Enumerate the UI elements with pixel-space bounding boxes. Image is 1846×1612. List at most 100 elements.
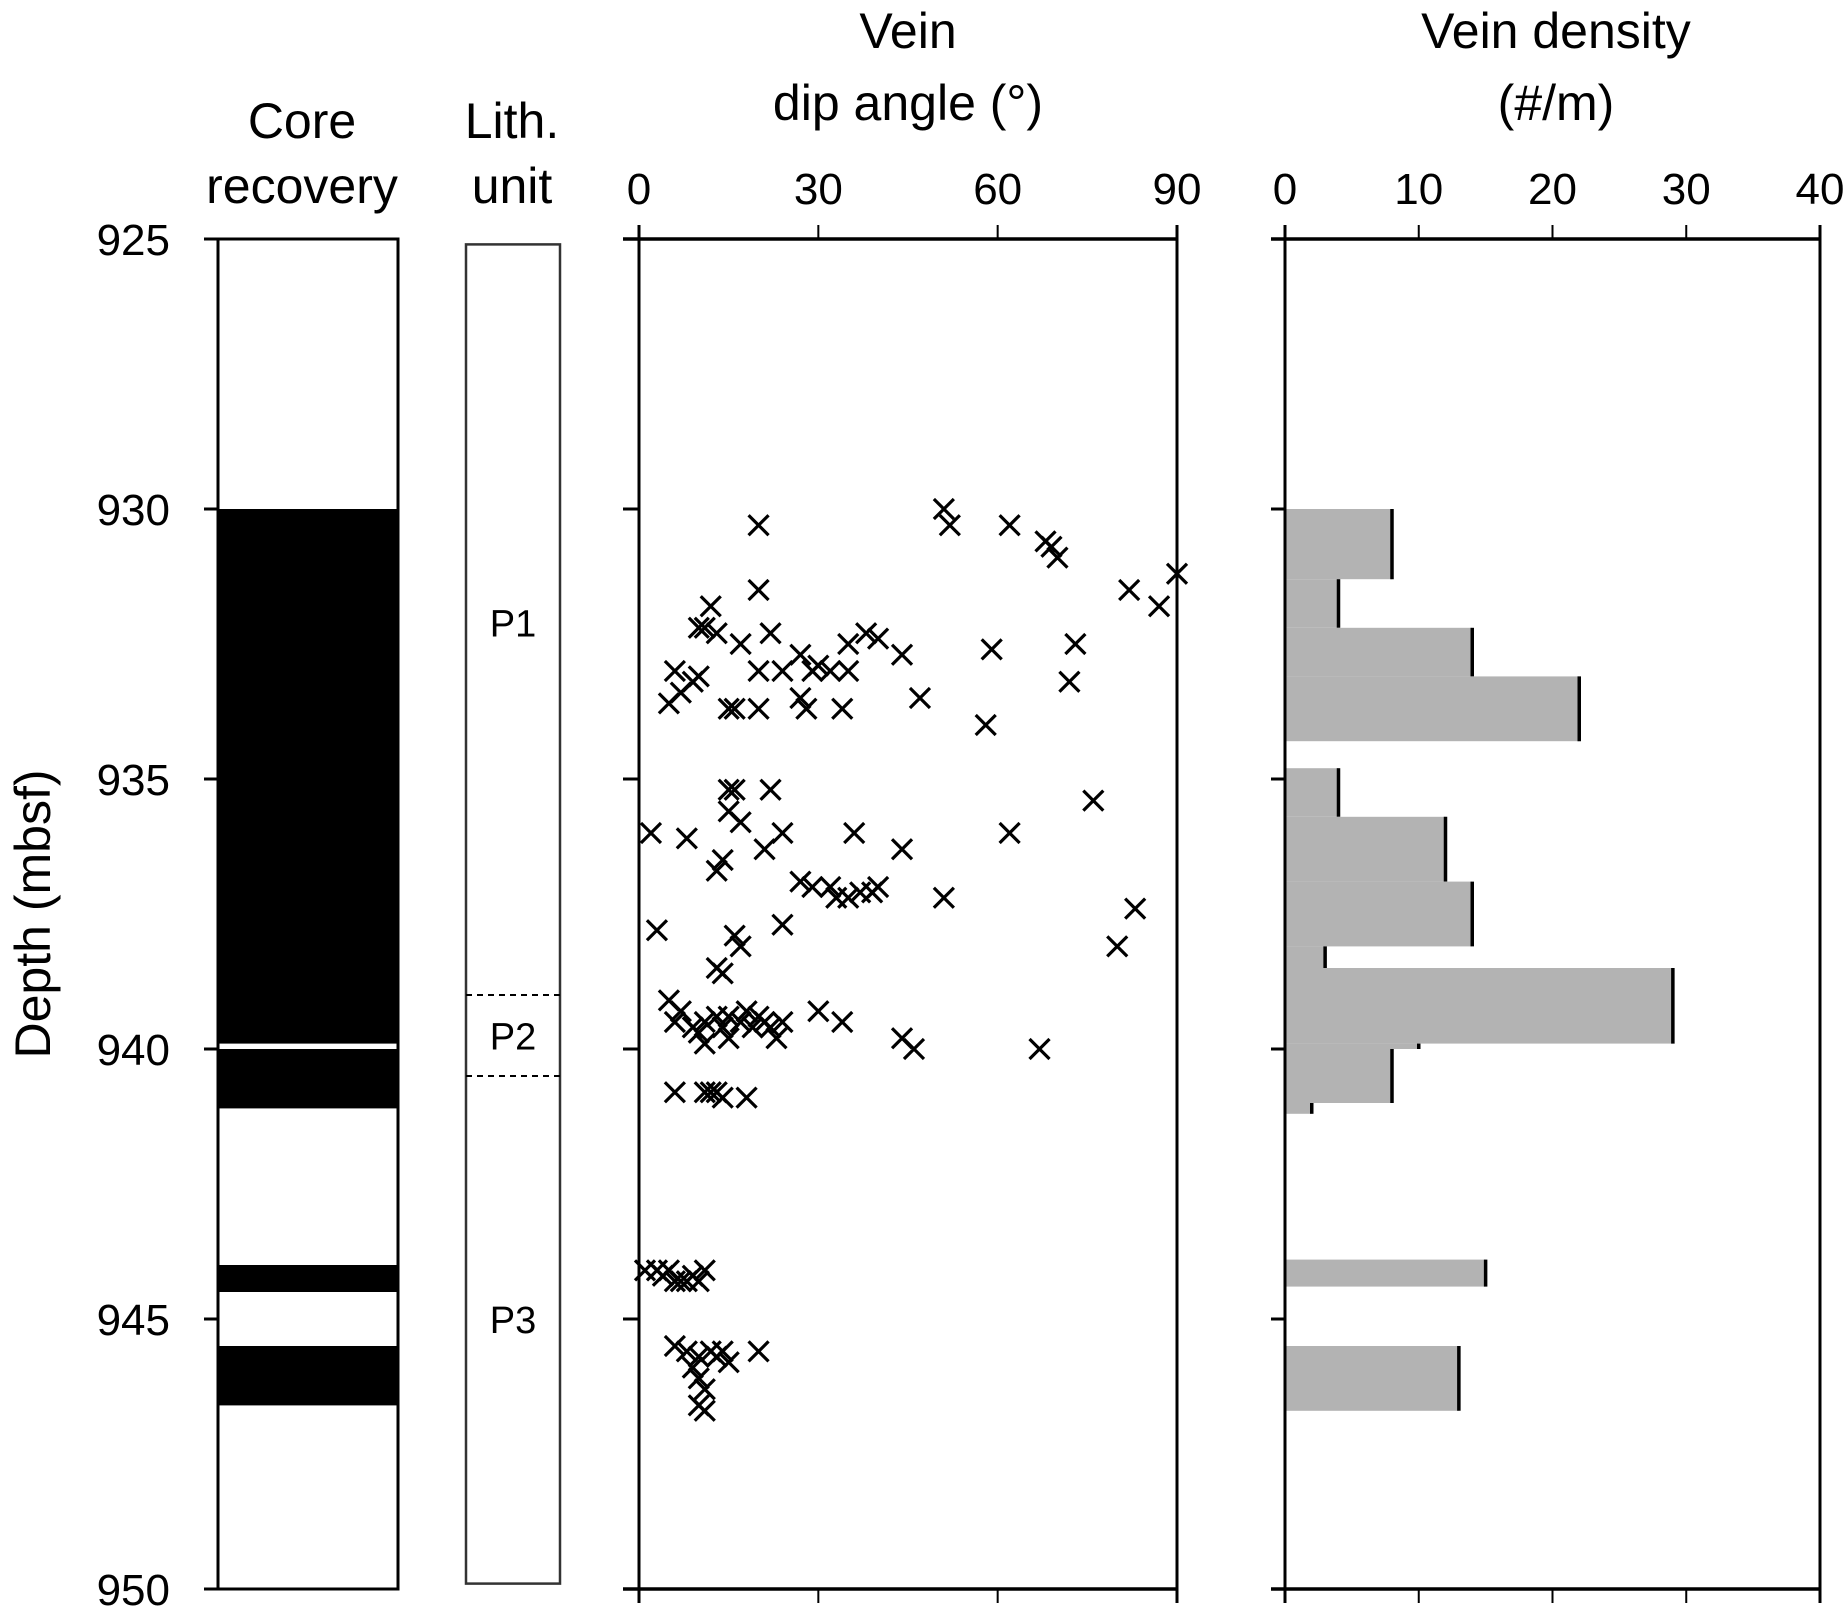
dip-point-marker xyxy=(789,870,812,893)
dip-point-marker xyxy=(711,1340,734,1363)
dip-point-marker xyxy=(1165,562,1189,585)
dip-point-marker xyxy=(843,821,866,845)
dip-point-marker xyxy=(759,778,782,801)
dip-point-marker xyxy=(765,1027,788,1050)
dip-point-marker xyxy=(747,697,770,720)
dip-point-marker xyxy=(699,595,722,618)
dip-point-marker xyxy=(831,1010,854,1034)
depth-tick-label: 940 xyxy=(97,1026,170,1075)
depth-tick-label: 935 xyxy=(97,756,170,805)
core-recovery-title-line2: recovery xyxy=(206,158,398,214)
dip-x-tick-label: 90 xyxy=(1153,165,1202,214)
dip-point-marker xyxy=(717,1351,740,1374)
dip-point-marker xyxy=(663,1010,686,1034)
dip-title-line1: Vein xyxy=(859,3,956,59)
dip-point-marker xyxy=(932,497,955,521)
dip-point-marker xyxy=(723,924,746,947)
dip-point-marker xyxy=(1046,546,1069,569)
dip-point-marker xyxy=(717,1027,740,1050)
dip-title-line2: dip angle (°) xyxy=(773,75,1043,131)
density-bar xyxy=(1285,509,1392,580)
dip-point-marker xyxy=(717,778,740,801)
dip-point-marker xyxy=(837,632,860,656)
lith-unit-frame xyxy=(464,243,562,1585)
dip-point-marker xyxy=(693,1010,716,1034)
dip-point-marker xyxy=(729,632,752,656)
dip-point-marker xyxy=(866,875,890,899)
dip-point-marker xyxy=(693,1259,716,1282)
dip-point-marker xyxy=(711,1016,734,1039)
dip-point-marker xyxy=(711,848,734,872)
dip-point-marker xyxy=(866,627,890,650)
density-x-tick-label: 20 xyxy=(1528,165,1577,214)
dip-point-marker xyxy=(837,659,860,683)
dip-point-marker xyxy=(717,697,740,720)
dip-point-marker xyxy=(729,1010,752,1034)
dip-point-marker xyxy=(675,1340,698,1363)
dip-point-marker xyxy=(1058,670,1081,693)
dip-point-marker xyxy=(789,643,812,666)
recovered-interval xyxy=(218,509,398,1044)
dip-point-marker xyxy=(729,935,752,958)
dip-point-marker xyxy=(747,659,770,683)
dip-point-marker xyxy=(735,1086,758,1109)
dip-point-marker xyxy=(687,1345,710,1368)
dip-point-marker xyxy=(890,838,914,861)
dip-point-marker xyxy=(980,638,1003,661)
unit-label-p3: P3 xyxy=(490,1300,536,1342)
dip-point-marker xyxy=(771,659,794,683)
dip-point-marker xyxy=(663,1334,686,1358)
dip-point-marker xyxy=(729,811,752,834)
dip-point-marker xyxy=(669,1000,692,1023)
dip-point-marker xyxy=(747,578,770,602)
dip-point-marker xyxy=(1082,789,1105,812)
dip-point-marker xyxy=(723,778,746,801)
unit-label-p2: P2 xyxy=(490,1017,536,1059)
dip-point-marker xyxy=(639,821,663,845)
recovered-interval xyxy=(218,1049,398,1109)
dip-point-marker xyxy=(908,686,932,710)
dip-point-marker xyxy=(735,1000,758,1023)
dip-point-marker xyxy=(1124,897,1147,920)
lith-unit-title-line1: Lith. xyxy=(465,93,560,149)
dip-point-marker xyxy=(819,875,842,899)
density-bar xyxy=(1285,579,1339,628)
dip-point-marker xyxy=(747,514,770,537)
dip-point-marker xyxy=(705,859,728,882)
dip-point-marker xyxy=(711,962,734,985)
dip-point-marker xyxy=(837,886,860,909)
dip-point-marker xyxy=(1040,535,1063,558)
dip-point-marker xyxy=(645,919,669,942)
density-bar xyxy=(1285,881,1473,947)
dip-point-marker xyxy=(855,622,878,645)
dip-point-marker xyxy=(1028,1037,1051,1061)
dip-x-tick-label: 30 xyxy=(794,165,843,214)
dip-point-marker xyxy=(1064,632,1087,656)
dip-point-marker xyxy=(657,692,681,715)
dip-point-marker xyxy=(669,1270,692,1293)
dip-point-marker xyxy=(998,821,1021,845)
dip-point-marker xyxy=(693,1032,716,1055)
dip-point-marker xyxy=(675,827,698,850)
dip-point-marker xyxy=(693,1378,716,1401)
dip-point-marker xyxy=(693,616,716,639)
dip-point-marker xyxy=(687,1367,710,1390)
core-recovery-title-line1: Core xyxy=(248,93,356,149)
dip-point-marker xyxy=(819,659,842,683)
dip-x-tick-label: 60 xyxy=(973,165,1022,214)
depth-tick-label: 930 xyxy=(97,486,170,535)
dip-point-marker xyxy=(699,1081,722,1104)
dip-point-marker xyxy=(1106,935,1129,958)
dip-point-marker xyxy=(795,697,818,720)
dip-point-marker xyxy=(747,1340,770,1363)
dip-point-marker xyxy=(831,697,854,720)
dip-point-marker xyxy=(932,886,955,909)
core-recovery-panel xyxy=(204,237,400,1591)
vein-density-panel: 0 10 20 30 40 xyxy=(1271,165,1844,1603)
dip-point-marker xyxy=(807,1000,830,1023)
density-x-tick-label: 30 xyxy=(1662,165,1711,214)
density-bar xyxy=(1285,1346,1459,1411)
dip-point-marker xyxy=(687,616,710,639)
dip-point-marker xyxy=(681,1356,704,1379)
density-x-tick-label: 0 xyxy=(1273,165,1297,214)
